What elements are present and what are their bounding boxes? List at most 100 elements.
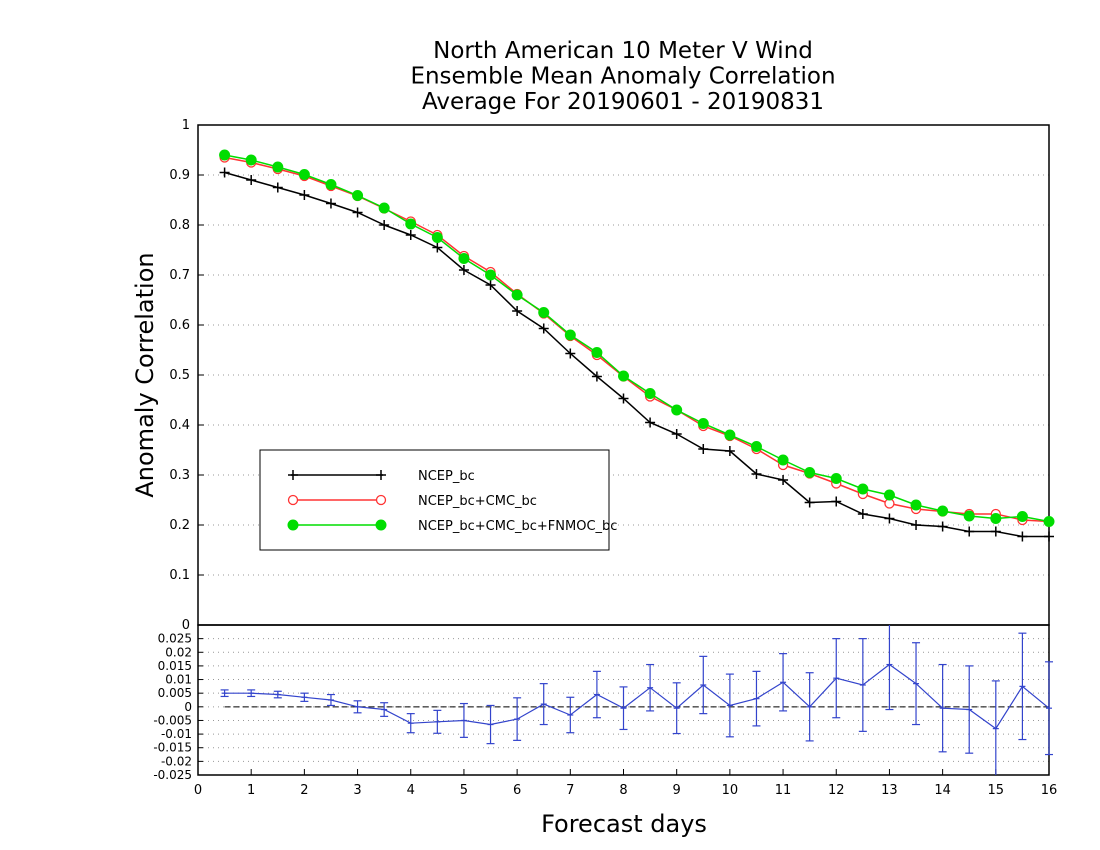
x-tick-label: 2 [300, 783, 308, 798]
legend: NCEP_bc NCEP_bc+CMC_bc NCEP_bc+CMC_bc+FNMO… [259, 449, 617, 551]
data-point [697, 418, 709, 429]
error-bar [433, 709, 442, 734]
diff-y-tick-label: 0.005 [158, 686, 192, 700]
data-point [724, 446, 735, 456]
x-tick-label: 15 [988, 783, 1005, 798]
error-bar [300, 692, 309, 702]
data-point [538, 307, 550, 318]
main-y-tick-label: 1 [182, 118, 190, 133]
data-point [538, 323, 549, 334]
error-bar [779, 653, 788, 712]
error-bar [965, 665, 974, 754]
data-point [485, 269, 497, 281]
x-tick-label: 0 [194, 783, 202, 798]
data-point [724, 429, 736, 441]
error-bar [566, 696, 575, 734]
data-point [1043, 516, 1055, 527]
legend-label: NCEP_bc+CMC_bc [418, 494, 537, 509]
x-tick-label: 5 [460, 783, 468, 798]
error-bar [1018, 632, 1027, 741]
legend-marker-right [376, 470, 386, 480]
error-bar [459, 702, 468, 738]
error-bar [380, 702, 389, 717]
diff-y-tick-label: 0.01 [165, 673, 192, 687]
data-point [857, 483, 869, 495]
error-bar [938, 663, 947, 753]
data-point [564, 329, 576, 341]
data-point [671, 429, 682, 439]
error-bar [273, 690, 282, 699]
diff-y-tick-label: 0.025 [158, 632, 192, 646]
data-point [937, 521, 948, 532]
data-point [831, 496, 842, 507]
error-bar [672, 682, 681, 735]
data-point [219, 149, 231, 161]
data-point [804, 467, 816, 478]
diff-line [224, 663, 1050, 730]
error-bar [725, 673, 734, 738]
diff-y-tick-label: -0.01 [161, 727, 192, 741]
data-point [299, 190, 310, 200]
series-lines [219, 149, 1055, 542]
data-point [219, 167, 230, 178]
diff-y-tick-label: 0 [184, 700, 192, 714]
data-point [644, 388, 656, 399]
data-point [883, 489, 895, 501]
y-axis-label: Anomaly Correlation [131, 252, 159, 497]
main-y-axis-ticks: 0.1 0.2 0.3 0.4 0.5 0.6 0.7 0.8 0.9 1 [169, 118, 204, 583]
data-point [352, 207, 363, 218]
chart-title-line: Average For 20190601 - 20190831 [422, 89, 824, 115]
x-axis-ticks: 0 1 2 3 4 5 6 7 8 9 10 11 12 13 14 15 16 [194, 769, 1057, 798]
legend-marker-left [287, 519, 299, 531]
error-bar [486, 704, 495, 745]
error-bar [912, 642, 921, 726]
data-point [698, 444, 709, 454]
data-point [645, 417, 656, 428]
legend-marker-right [375, 519, 387, 531]
diff-y-tick-label: -0.025 [153, 768, 192, 782]
data-point [777, 454, 789, 466]
data-point [911, 520, 922, 530]
data-point [245, 154, 257, 166]
series-1 [219, 167, 1054, 542]
error-bar [247, 689, 256, 698]
error-bar [326, 693, 335, 707]
data-point [352, 190, 364, 201]
error-bar [646, 663, 655, 712]
data-point [804, 497, 815, 508]
data-point [618, 393, 629, 404]
data-point [910, 499, 922, 511]
data-point [511, 289, 523, 301]
data-point [751, 469, 762, 479]
legend-item: NCEP_bc+CMC_bc+FNMOC_bc [287, 519, 617, 534]
data-point [857, 509, 868, 519]
data-point [1044, 531, 1054, 542]
data-point [432, 242, 443, 253]
legend-marker-left [288, 470, 298, 480]
error-bar [991, 680, 1000, 775]
legend-label: NCEP_bc [418, 469, 475, 484]
data-point [431, 232, 443, 243]
data-point [298, 169, 310, 180]
data-point [750, 441, 762, 452]
x-tick-label: 12 [828, 783, 845, 798]
legend-marker-right [375, 494, 387, 506]
legend-marker-left [287, 494, 299, 506]
data-point [565, 348, 576, 359]
error-bar [805, 672, 814, 742]
data-point [379, 220, 390, 230]
legend-label: NCEP_bc+CMC_bc+FNMOC_bc [418, 519, 617, 534]
series-line [224, 171, 1049, 538]
x-tick-label: 7 [566, 783, 574, 798]
data-point [325, 198, 336, 209]
diff-y-tick-label: -0.005 [153, 713, 192, 727]
diff-y-tick-label-top: 0 [182, 618, 190, 633]
main-y-tick-label: 0.2 [169, 518, 190, 533]
legend-item: NCEP_bc+CMC_bc [287, 494, 537, 509]
data-point [272, 182, 283, 193]
x-tick-label: 11 [775, 783, 792, 798]
main-y-tick-label: 0.9 [169, 168, 190, 183]
error-bar [513, 697, 522, 741]
data-point [964, 526, 975, 537]
error-bar [752, 670, 761, 727]
